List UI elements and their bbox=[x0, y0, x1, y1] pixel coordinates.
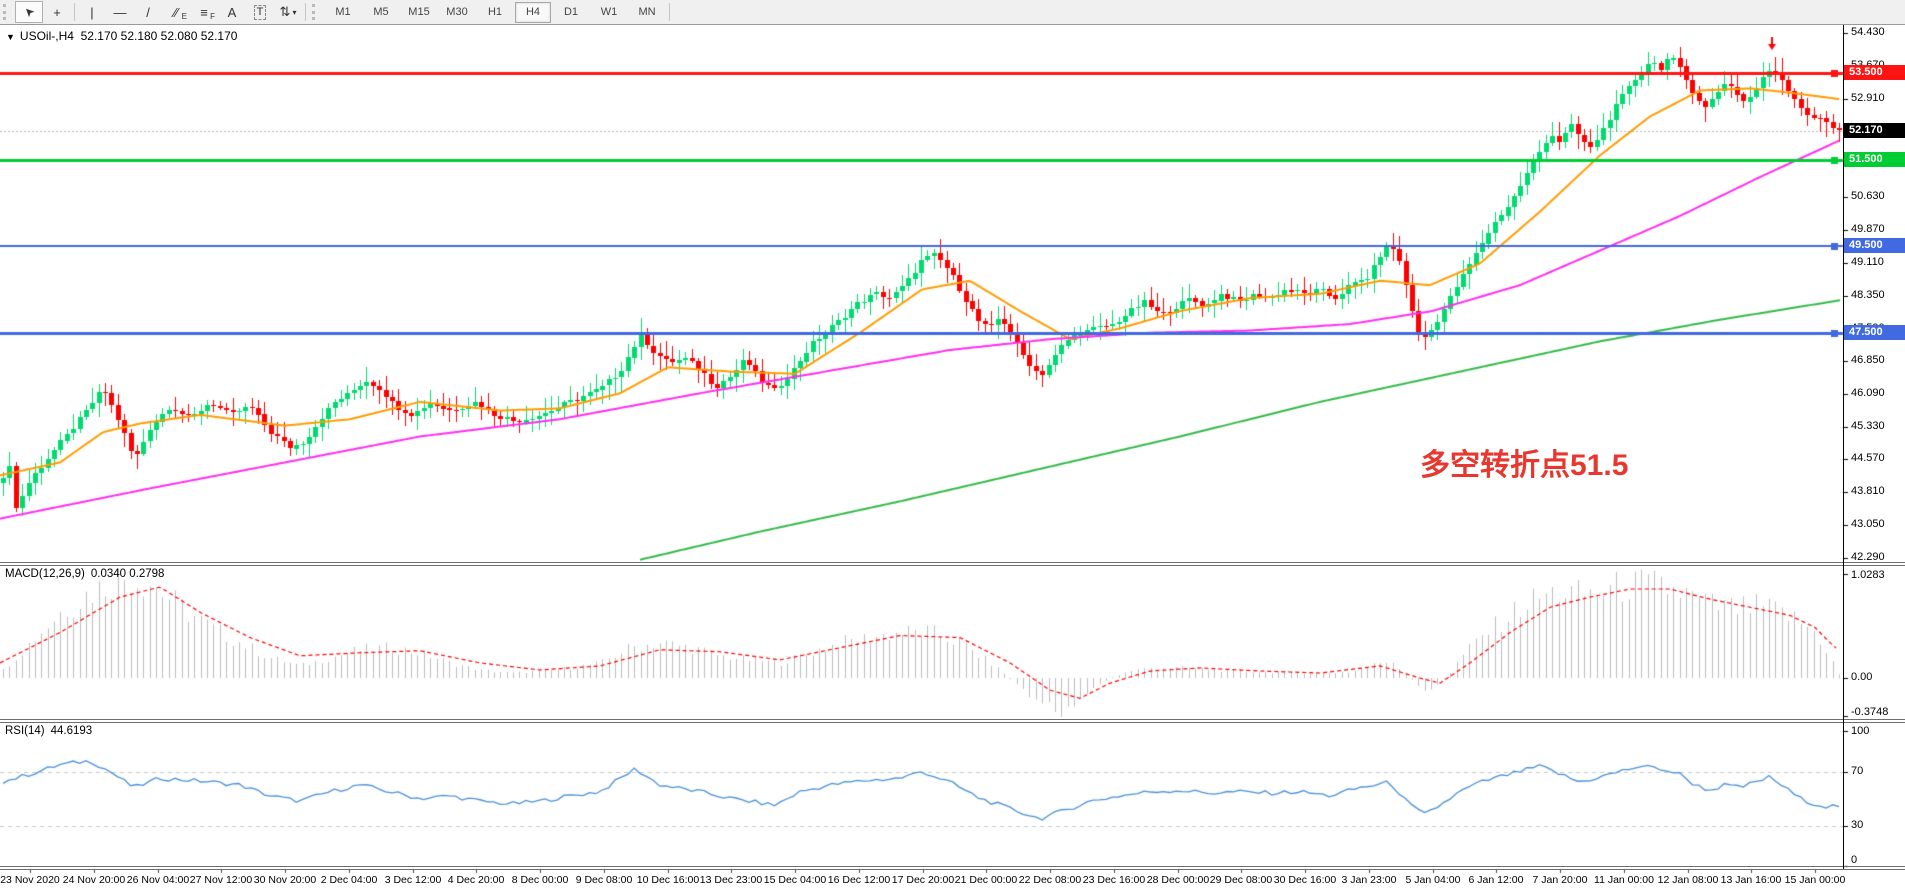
time-axis-label: 2 Dec 04:00 bbox=[320, 874, 378, 886]
chart-symbol-title: USOil-,H4 bbox=[19, 29, 74, 43]
chart-annotation-text[interactable]: 多空转折点51.5 bbox=[1420, 449, 1629, 482]
rsi-axis-tick: 70 bbox=[1851, 765, 1864, 777]
time-axis-label: 8 Dec 00:00 bbox=[511, 874, 569, 886]
price-axis-tick: 50.630 bbox=[1851, 190, 1885, 202]
time-axis-label: 5 Jan 04:00 bbox=[1405, 874, 1461, 886]
hline-price-tag: 51.500 bbox=[1844, 152, 1905, 167]
hline-price-tag: 53.500 bbox=[1844, 65, 1905, 80]
time-axis-label: 6 Jan 12:00 bbox=[1468, 874, 1524, 886]
time-axis-label: 30 Dec 16:00 bbox=[1273, 874, 1337, 886]
time-axis-label: 28 Dec 00:00 bbox=[1146, 874, 1210, 886]
rsi-indicator-label: RSI(14) bbox=[5, 725, 45, 737]
macd-axis-tick: -0.3748 bbox=[1851, 706, 1889, 718]
time-axis-label: 23 Nov 2020 bbox=[0, 874, 60, 886]
time-axis-label: 11 Jan 00:00 bbox=[1594, 874, 1654, 886]
time-axis-label: 12 Jan 08:00 bbox=[1657, 874, 1719, 886]
panel-separator[interactable] bbox=[0, 719, 1905, 720]
hline-price-tag: 47.500 bbox=[1844, 325, 1905, 340]
macd-indicator-label: MACD(12,26,9) bbox=[5, 568, 85, 580]
price-axis-tick: 46.850 bbox=[1851, 354, 1885, 366]
time-axis-label: 13 Jan 16:00 bbox=[1720, 874, 1782, 886]
time-axis-label: 3 Jan 23:00 bbox=[1341, 874, 1397, 886]
rsi-label-row: RSI(14) 44.6193 bbox=[5, 725, 98, 737]
symbol-dropdown-icon[interactable]: ▼ bbox=[6, 32, 15, 42]
current-price-tag: 52.170 bbox=[1844, 123, 1905, 138]
time-axis-label: 16 Dec 12:00 bbox=[827, 874, 891, 886]
rsi-axis-tick: 100 bbox=[1851, 725, 1870, 737]
time-axis-label: 21 Dec 00:00 bbox=[954, 874, 1018, 886]
price-axis-tick: 54.430 bbox=[1851, 26, 1885, 38]
rsi-indicator-value: 44.6193 bbox=[50, 725, 93, 737]
time-axis-label: 22 Dec 08:00 bbox=[1018, 874, 1082, 886]
time-axis-label: 24 Nov 20:00 bbox=[62, 874, 126, 886]
panel-separator bbox=[0, 866, 1905, 867]
price-axis-tick: 48.350 bbox=[1851, 289, 1885, 301]
price-axis-tick: 43.810 bbox=[1851, 485, 1885, 497]
time-axis-label: 10 Dec 16:00 bbox=[636, 874, 700, 886]
price-axis-tick: 49.110 bbox=[1851, 256, 1884, 268]
macd-indicator-values: 0.0340 0.2798 bbox=[90, 568, 165, 580]
time-axis-label: 17 Dec 20:00 bbox=[891, 874, 955, 886]
price-axis-tick: 45.330 bbox=[1851, 420, 1885, 432]
chart-ohlc-values: 52.170 52.180 52.080 52.170 bbox=[80, 29, 238, 43]
price-axis-tick: 44.570 bbox=[1851, 452, 1885, 464]
time-axis-label: 23 Dec 16:00 bbox=[1082, 874, 1146, 886]
chart-title-row: ▼ USOil-,H4 52.170 52.180 52.080 52.170 bbox=[6, 29, 237, 43]
price-axis-tick: 46.090 bbox=[1851, 387, 1885, 399]
macd-label-row: MACD(12,26,9) 0.0340 0.2798 bbox=[5, 568, 170, 580]
time-axis-label: 9 Dec 08:00 bbox=[575, 874, 633, 886]
time-axis-label: 15 Jan 00:00 bbox=[1784, 874, 1846, 886]
time-axis-label: 26 Nov 04:00 bbox=[126, 874, 190, 886]
panel-separator bbox=[0, 869, 1905, 870]
macd-axis-tick: 0.00 bbox=[1851, 671, 1873, 683]
panel-separator bbox=[0, 565, 1905, 566]
price-axis-tick: 43.050 bbox=[1851, 518, 1885, 530]
price-axis-tick: 52.910 bbox=[1851, 92, 1885, 104]
time-axis-label: 30 Nov 20:00 bbox=[253, 874, 317, 886]
price-axis-tick: 42.290 bbox=[1851, 551, 1885, 563]
time-axis-label: 13 Dec 23:00 bbox=[699, 874, 763, 886]
time-axis-label: 27 Nov 12:00 bbox=[189, 874, 253, 886]
hline-price-tag: 49.500 bbox=[1844, 238, 1905, 253]
panel-separator[interactable] bbox=[0, 562, 1905, 563]
time-axis-label: 29 Dec 08:00 bbox=[1209, 874, 1273, 886]
panel-separator bbox=[0, 722, 1905, 723]
time-axis-label: 7 Jan 20:00 bbox=[1532, 874, 1588, 886]
rsi-axis-tick: 30 bbox=[1851, 819, 1864, 831]
time-axis-label: 15 Dec 04:00 bbox=[763, 874, 827, 886]
macd-axis-tick: 1.0283 bbox=[1851, 569, 1885, 581]
time-axis-label: 4 Dec 20:00 bbox=[447, 874, 505, 886]
rsi-axis-tick: 0 bbox=[1851, 854, 1858, 866]
price-axis-border bbox=[1843, 25, 1844, 869]
price-axis-tick: 49.870 bbox=[1851, 223, 1885, 235]
time-axis-label: 3 Dec 12:00 bbox=[384, 874, 442, 886]
